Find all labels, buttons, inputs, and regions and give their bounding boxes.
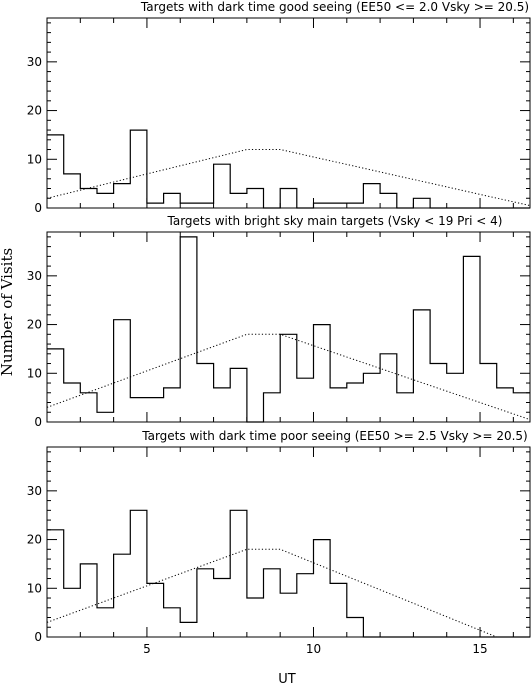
y-tick-label: 10	[27, 366, 42, 380]
y-tick-label: 10	[27, 581, 42, 595]
x-tick-label: 15	[472, 642, 487, 656]
histogram-series	[47, 236, 530, 423]
y-tick-label: 0	[34, 415, 42, 429]
y-tick-label: 30	[27, 484, 42, 498]
y-tick-label: 10	[27, 152, 42, 166]
panel-frame	[46, 17, 531, 209]
y-tick-label: 0	[34, 201, 42, 215]
panel-title: Targets with dark time poor seeing (EE50…	[141, 429, 527, 443]
panel-3: Targets with dark time poor seeing (EE50…	[27, 429, 531, 656]
y-tick-label: 20	[27, 533, 42, 547]
reference-curve	[46, 333, 531, 421]
panel-title: Targets with bright sky main targets (Vs…	[167, 214, 503, 228]
y-tick-label: 30	[27, 55, 42, 69]
histogram-series	[47, 509, 530, 638]
y-tick-label: 20	[27, 318, 42, 332]
y-tick-label: 30	[27, 269, 42, 283]
chart-panels: Targets with dark time good seeing (EE50…	[27, 0, 531, 656]
y-tick-label: 20	[27, 104, 42, 118]
x-tick-label: 5	[143, 642, 151, 656]
histogram-series	[47, 129, 530, 209]
panel-2: Targets with bright sky main targets (Vs…	[27, 214, 531, 429]
panel-title: Targets with dark time good seeing (EE50…	[140, 0, 529, 14]
x-tick-label: 10	[306, 642, 321, 656]
x-axis-label: UT	[278, 672, 296, 687]
y-tick-label: 0	[34, 630, 42, 644]
reference-curve	[46, 548, 497, 638]
y-axis-label: Number of Visits	[0, 248, 16, 376]
panel-frame	[46, 231, 531, 423]
panel-frame	[46, 446, 531, 638]
panel-1: Targets with dark time good seeing (EE50…	[27, 0, 531, 215]
reference-curve	[46, 149, 531, 207]
